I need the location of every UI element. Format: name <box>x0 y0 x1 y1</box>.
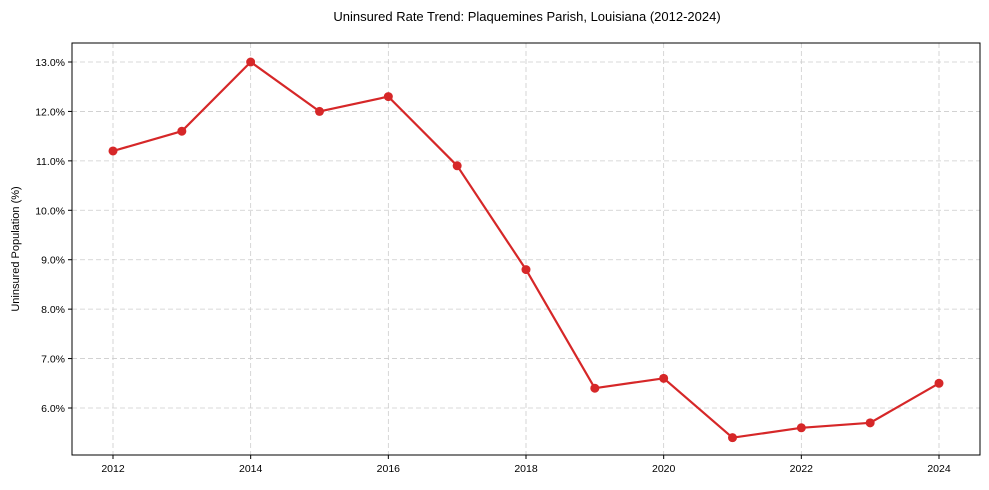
data-point-marker <box>452 161 462 171</box>
chart-title: Uninsured Rate Trend: Plaquemines Parish… <box>333 9 720 24</box>
y-tick-label: 11.0% <box>36 156 65 168</box>
y-tick-label: 6.0% <box>41 403 65 415</box>
y-tick-label: 12.0% <box>35 106 65 118</box>
plot-frame <box>71 42 981 456</box>
x-tick-label: 2018 <box>514 463 538 475</box>
grid-lines <box>72 43 980 455</box>
y-axis-ticks: 6.0% 7.0% 8.0% 9.0% 10.0% 11.0% 12.0% 13.0% <box>35 57 72 415</box>
data-point-marker <box>315 106 324 116</box>
data-point-marker <box>246 57 256 67</box>
data-point-marker <box>521 265 531 275</box>
x-tick-label: 2014 <box>239 463 263 475</box>
x-tick-label: 2012 <box>101 463 125 475</box>
data-point-marker <box>590 383 600 393</box>
x-tick-label: 2016 <box>377 463 401 475</box>
y-tick-label: 7.0% <box>41 354 65 366</box>
y-tick-label: 8.0% <box>41 304 65 316</box>
data-point-marker <box>796 423 806 433</box>
data-series <box>108 57 944 443</box>
data-point-marker <box>659 373 669 383</box>
data-point-marker <box>865 418 875 428</box>
data-point-marker <box>108 146 118 156</box>
data-point-marker <box>728 433 737 443</box>
y-tick-label: 10.0% <box>35 205 65 217</box>
x-tick-label: 2024 <box>927 463 951 475</box>
data-point-marker <box>383 92 393 102</box>
x-tick-label: 2020 <box>652 463 676 475</box>
y-axis-label: Uninsured Population (%) <box>10 186 22 311</box>
data-point-marker <box>177 126 187 136</box>
y-tick-label: 13.0% <box>35 57 65 69</box>
x-axis-ticks: 2012 2014 2016 2018 2020 2022 2024 <box>101 455 951 475</box>
x-tick-label: 2022 <box>790 463 814 475</box>
data-point-marker <box>934 378 944 388</box>
y-tick-label: 9.0% <box>41 255 65 267</box>
